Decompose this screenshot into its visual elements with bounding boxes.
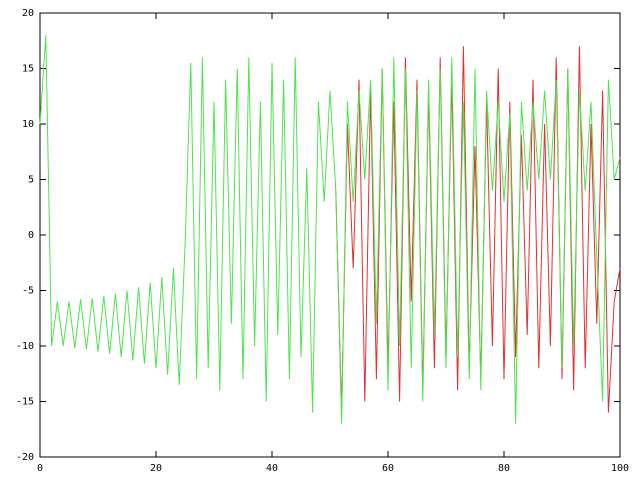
y-tick-label: 10 [22,119,34,130]
x-tick-label: 60 [382,463,394,474]
series-line [39,35,621,424]
y-tick-label: -20 [16,452,34,463]
y-tick-label: -15 [16,397,34,408]
y-tick-label: 0 [28,230,34,241]
x-tick-label: 100 [611,463,629,474]
x-tick-label: 20 [150,463,162,474]
x-tick-label: 40 [266,463,278,474]
y-tick-label: 20 [22,8,34,19]
y-tick-label: 5 [28,175,34,186]
x-tick-label: 0 [37,463,43,474]
y-tick-label: -10 [16,341,34,352]
y-tick-label: 15 [22,64,34,75]
x-tick-label: 80 [498,463,510,474]
y-tick-label: -5 [22,286,34,297]
